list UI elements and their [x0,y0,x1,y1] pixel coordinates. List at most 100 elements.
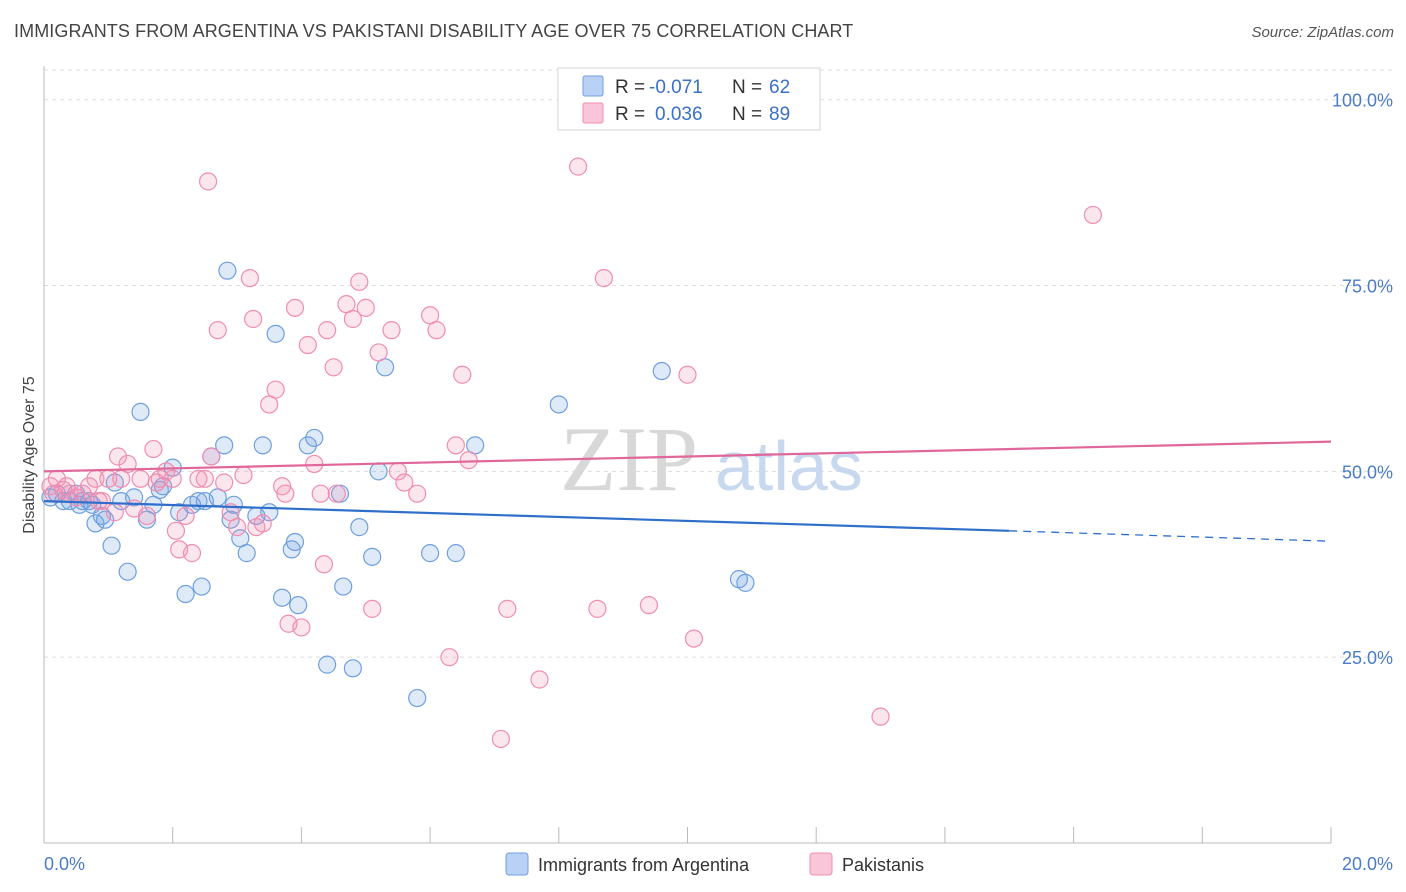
legend-n-label-pakistanis: N = [732,104,762,125]
data-point [421,544,440,563]
data-point [652,361,671,381]
data-point [408,688,427,708]
data-point [234,465,253,485]
source-credit: Source: ZipAtlas.com [1251,24,1394,41]
data-point [314,555,334,574]
data-point [253,514,272,533]
legend-n-pakistanis: 89 [769,104,790,125]
data-point [86,514,105,533]
data-point [131,469,150,488]
correlation-legend: R = -0.071 N = 62 R = 0.036 N = 89 [557,67,821,131]
data-point [440,648,459,667]
data-point [92,491,112,511]
data-point [1083,205,1103,225]
legend-r-label-argentina: R = [615,77,645,98]
data-point [350,272,369,291]
legend-swatch-argentina [582,75,604,97]
bottom-legend-argentina: Immigrants from Argentina [538,855,750,875]
data-point [266,324,285,343]
data-point [189,469,208,488]
data-point [369,343,388,362]
legend-r-pakistanis: 0.036 [655,104,703,125]
data-point [324,358,343,377]
data-point [569,157,588,176]
data-point [446,436,465,455]
data-point [446,544,465,563]
data-point [298,335,317,355]
data-point [292,618,311,637]
data-point [678,365,697,384]
data-point [102,536,121,555]
data-point [318,655,337,674]
y-tick-label: 75.0% [1342,277,1393,297]
trend-lines [43,440,1332,542]
data-point [427,321,446,340]
data-point [530,670,549,689]
data-point [192,577,211,596]
data-point [289,596,308,615]
data-point [285,298,305,317]
data-point [356,298,375,317]
data-point [363,599,382,618]
watermark-atlas: atlas [715,427,863,505]
data-point [195,469,214,488]
data-point [276,484,295,503]
data-point [343,309,362,329]
data-point [150,469,169,488]
data-point [318,321,337,340]
data-point [118,562,137,581]
data-point [176,506,195,526]
data-point [298,436,317,455]
data-point [131,402,150,422]
y-tick-label: 25.0% [1342,648,1393,668]
data-point [253,436,272,455]
data-point [350,518,369,537]
legend-swatch-pakistanis [582,102,604,124]
data-point [871,707,890,726]
series-argentina-points [41,261,755,708]
data-point [221,510,240,529]
data-point [459,451,478,470]
data-point [215,436,234,455]
data-point [343,659,362,678]
data-point [240,269,260,288]
data-point [144,439,163,459]
data-point [549,395,568,414]
legend-r-label-pakistanis: R = [615,104,645,125]
data-point [684,629,704,648]
data-point [588,599,607,618]
data-point [182,544,202,563]
y-tick-label: 50.0% [1342,462,1393,482]
data-point [218,261,237,280]
data-point [157,462,176,481]
data-point [105,503,124,522]
data-point [639,596,658,615]
data-point [382,321,401,340]
data-point [594,269,613,288]
data-point [215,473,234,492]
data-point [272,588,292,607]
bottom-legend-swatch-pakistanis [809,852,833,876]
y-tick-labels: 25.0% 50.0% 75.0% 100.0% [1332,91,1393,668]
data-point [369,462,388,481]
trend-line [43,499,1010,532]
data-point [305,428,324,448]
data-point [244,309,263,329]
data-point [491,729,510,749]
axes [43,66,1332,844]
chart-title: IMMIGRANTS FROM ARGENTINA VS PAKISTANI D… [14,21,854,41]
data-point [363,547,382,566]
data-point [498,599,517,618]
grid-lines [44,69,1393,658]
data-point [311,484,330,503]
data-point [285,532,305,552]
data-point [334,577,353,596]
data-point [408,484,427,503]
data-point [118,454,137,474]
data-point [453,365,472,384]
trend-line-extension [1009,530,1332,542]
legend-n-argentina: 62 [769,77,790,98]
data-point [266,380,285,399]
data-point [395,473,414,492]
data-point [237,544,256,563]
